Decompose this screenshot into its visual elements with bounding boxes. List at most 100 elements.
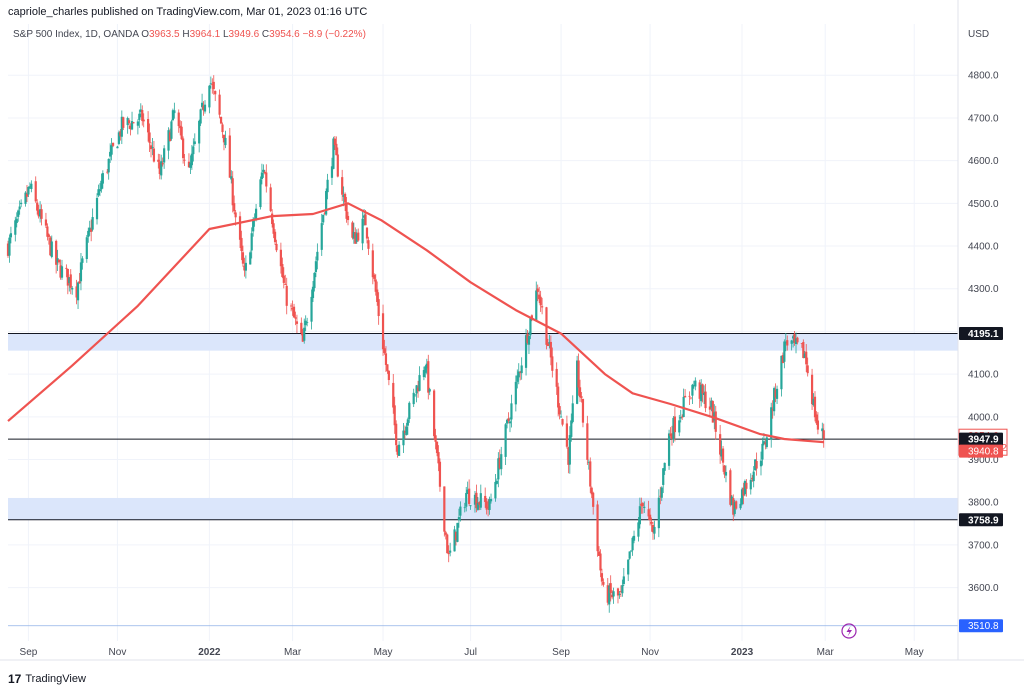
candle <box>689 397 693 400</box>
candle <box>692 380 695 389</box>
candle <box>238 211 242 248</box>
candle-body <box>704 391 707 409</box>
candle-body <box>333 138 336 146</box>
candle-body <box>597 551 601 556</box>
candle-body <box>609 583 612 594</box>
candle <box>648 508 652 526</box>
candle <box>418 366 421 392</box>
candle <box>536 284 539 302</box>
candle-body <box>805 351 808 365</box>
candle <box>367 236 370 255</box>
candle <box>616 587 620 604</box>
candle <box>292 303 296 318</box>
candle <box>456 522 459 543</box>
candle <box>269 183 272 213</box>
candle-body <box>117 132 121 144</box>
candle <box>466 481 469 495</box>
candle-body <box>292 306 296 318</box>
candle-body <box>252 219 255 232</box>
candle-body <box>497 458 500 480</box>
time-tick-label: Jul <box>464 647 477 658</box>
candle-body <box>702 392 706 396</box>
candle-body <box>637 522 640 537</box>
candle <box>821 422 824 439</box>
candle-body <box>743 481 747 495</box>
candle-body <box>519 372 522 374</box>
candle <box>469 505 472 510</box>
candle-body <box>427 361 430 393</box>
candle <box>628 551 631 560</box>
candle <box>402 423 405 453</box>
candle <box>20 199 23 208</box>
candle <box>224 130 227 149</box>
candle <box>282 267 285 289</box>
time-tick-label: Nov <box>641 647 659 658</box>
candle-body <box>384 353 388 365</box>
candle-body <box>342 195 345 197</box>
candle-body <box>158 162 161 175</box>
candle-body <box>438 461 442 487</box>
candle-body <box>265 172 268 187</box>
price-tag[interactable]: 3758.9 <box>959 513 1003 527</box>
candle <box>173 102 176 119</box>
candle-body <box>628 551 631 559</box>
candle <box>109 143 112 163</box>
candle <box>414 394 417 397</box>
candle <box>138 109 141 128</box>
candle-body <box>198 120 201 144</box>
price-tag-label: 4195.1 <box>968 329 999 340</box>
candle-body <box>40 209 43 219</box>
candle <box>637 516 640 542</box>
candle-body <box>200 102 204 108</box>
candle <box>684 389 687 398</box>
candle-body <box>529 318 532 336</box>
candle-body <box>386 364 389 372</box>
candle-body <box>244 262 247 271</box>
candle-body <box>311 286 315 299</box>
tradingview-logo[interactable]: 17 TradingView <box>8 672 86 686</box>
candle-body <box>231 178 234 206</box>
candle-body <box>218 94 221 115</box>
price-tag[interactable]: 3940.8 <box>959 444 1003 458</box>
candle-body <box>434 435 437 442</box>
candle <box>59 259 62 280</box>
candle <box>384 346 388 372</box>
candle-body <box>463 507 466 509</box>
candle <box>632 530 636 544</box>
price-tag[interactable]: 4195.1 <box>959 327 1003 341</box>
candle <box>281 257 284 279</box>
price-tag[interactable]: 3947.9 <box>959 432 1003 446</box>
candle-body <box>806 365 809 374</box>
candle <box>457 508 461 528</box>
price-tag-box <box>959 432 1003 446</box>
candle <box>743 479 747 497</box>
price-tag-box <box>959 444 1003 458</box>
candle <box>698 379 701 408</box>
candle <box>438 458 442 492</box>
price-tag-label: 3947.9 <box>968 435 999 446</box>
candle <box>679 409 682 423</box>
candle <box>301 328 304 342</box>
candle <box>802 339 805 359</box>
candle-body <box>243 265 246 271</box>
candle <box>673 407 676 442</box>
candle-body <box>711 401 714 423</box>
candle <box>611 589 614 600</box>
candle-body <box>314 261 318 273</box>
candle-body <box>498 457 501 469</box>
candle-body <box>476 503 479 510</box>
price-tag[interactable]: 3510.8 <box>959 619 1003 633</box>
candle <box>230 170 233 184</box>
candle-body <box>107 159 110 173</box>
event-flash-icon[interactable] <box>841 623 857 639</box>
candle-body <box>698 382 701 399</box>
candle-body <box>132 122 135 124</box>
candle-body <box>354 232 357 244</box>
candle-body <box>648 514 652 520</box>
candle <box>117 130 121 146</box>
candle <box>619 585 623 597</box>
candle <box>160 154 163 180</box>
candle-body <box>681 416 684 418</box>
candle <box>68 277 71 292</box>
